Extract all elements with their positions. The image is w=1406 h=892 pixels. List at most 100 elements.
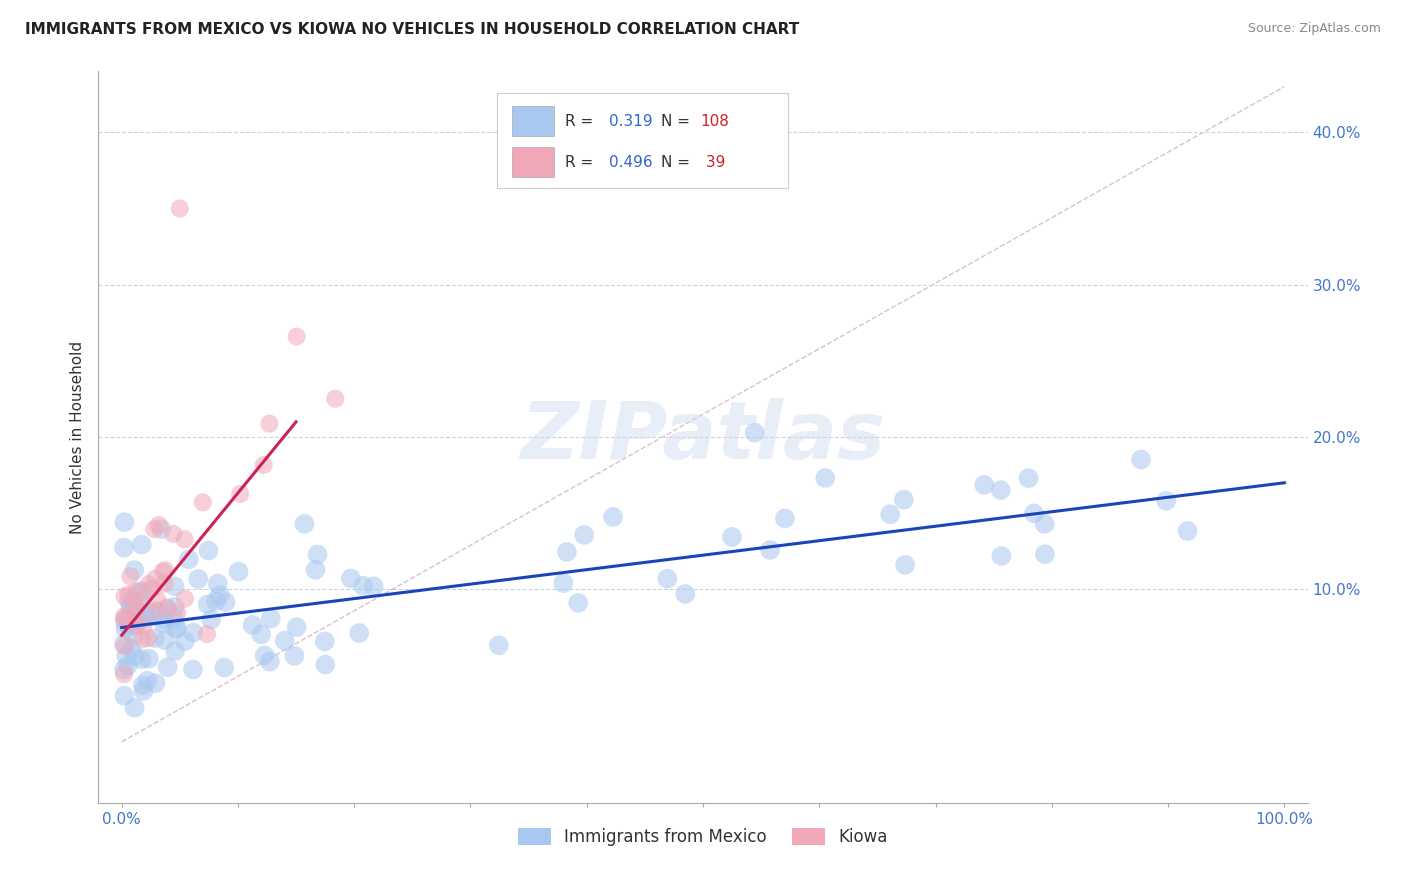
Point: [120, 608, 142, 623]
Point: [121, 598, 143, 612]
Point: [112, 637, 135, 651]
Point: [112, 689, 135, 703]
Point: [205, 594, 228, 608]
Point: [124, 599, 146, 613]
Point: [134, 610, 156, 624]
Point: [131, 652, 153, 666]
Point: [181, 663, 204, 677]
Point: [141, 582, 163, 596]
Point: [274, 633, 297, 648]
Point: [488, 638, 510, 652]
Point: [128, 593, 150, 607]
Point: [152, 565, 174, 579]
Point: [165, 622, 187, 636]
Point: [163, 579, 186, 593]
Point: [1130, 452, 1153, 467]
Point: [814, 471, 837, 485]
Point: [132, 684, 155, 698]
Point: [166, 606, 188, 620]
Point: [114, 615, 136, 630]
Point: [152, 616, 174, 631]
Point: [146, 605, 169, 619]
Point: [285, 329, 308, 343]
Point: [122, 619, 145, 633]
Point: [125, 619, 148, 633]
Point: [253, 458, 276, 472]
Bar: [512, 147, 554, 177]
Point: [136, 609, 159, 624]
Legend: Immigrants from Mexico, Kiowa: Immigrants from Mexico, Kiowa: [512, 822, 894, 853]
Point: [124, 607, 146, 622]
Point: [894, 558, 917, 572]
Point: [153, 576, 176, 591]
Point: [323, 392, 346, 406]
Point: [145, 603, 167, 617]
Point: [117, 612, 139, 626]
Point: [163, 599, 186, 614]
Point: [673, 587, 696, 601]
Point: [191, 495, 214, 509]
Point: [173, 533, 195, 547]
Point: [879, 508, 901, 522]
Point: [163, 611, 186, 625]
Point: [214, 595, 236, 609]
Point: [145, 676, 167, 690]
Point: [1033, 516, 1056, 531]
Text: R =: R =: [565, 154, 599, 169]
Point: [200, 613, 222, 627]
Point: [304, 563, 326, 577]
Point: [294, 516, 316, 531]
Point: [259, 417, 281, 431]
Point: [228, 565, 250, 579]
Point: [352, 579, 374, 593]
Point: [165, 644, 187, 658]
Point: [115, 610, 138, 624]
Point: [314, 634, 336, 648]
Point: [136, 631, 159, 645]
Point: [156, 660, 179, 674]
Point: [166, 621, 188, 635]
Point: [990, 483, 1012, 497]
Point: [285, 620, 308, 634]
Point: [120, 602, 142, 616]
Point: [112, 667, 135, 681]
Point: [229, 487, 252, 501]
Point: [143, 522, 166, 536]
Point: [744, 425, 766, 440]
Point: [114, 622, 136, 636]
Point: [131, 632, 153, 647]
Text: 0.319: 0.319: [609, 113, 652, 128]
Point: [773, 511, 796, 525]
Point: [121, 642, 143, 657]
Point: [187, 572, 209, 586]
Point: [197, 598, 219, 612]
Text: 0.496: 0.496: [609, 154, 652, 169]
Point: [114, 590, 136, 604]
Text: 39: 39: [700, 154, 725, 169]
Point: [174, 591, 197, 606]
Text: IMMIGRANTS FROM MEXICO VS KIOWA NO VEHICLES IN HOUSEHOLD CORRELATION CHART: IMMIGRANTS FROM MEXICO VS KIOWA NO VEHIC…: [25, 22, 800, 37]
Point: [115, 648, 138, 663]
Point: [260, 611, 283, 625]
Point: [893, 492, 915, 507]
Point: [242, 618, 264, 632]
Point: [125, 585, 148, 599]
Point: [208, 588, 231, 602]
Point: [314, 657, 336, 672]
Point: [156, 600, 179, 615]
Point: [567, 596, 589, 610]
Point: [721, 530, 744, 544]
Point: [253, 648, 276, 663]
Point: [122, 599, 145, 613]
Point: [132, 678, 155, 692]
Point: [177, 552, 200, 566]
Point: [555, 545, 578, 559]
Point: [307, 548, 329, 562]
Point: [146, 592, 169, 607]
Point: [138, 651, 160, 665]
Point: [112, 639, 135, 653]
Bar: [512, 106, 554, 136]
Point: [602, 510, 624, 524]
Text: ZIPatlas: ZIPatlas: [520, 398, 886, 476]
Point: [117, 658, 139, 673]
